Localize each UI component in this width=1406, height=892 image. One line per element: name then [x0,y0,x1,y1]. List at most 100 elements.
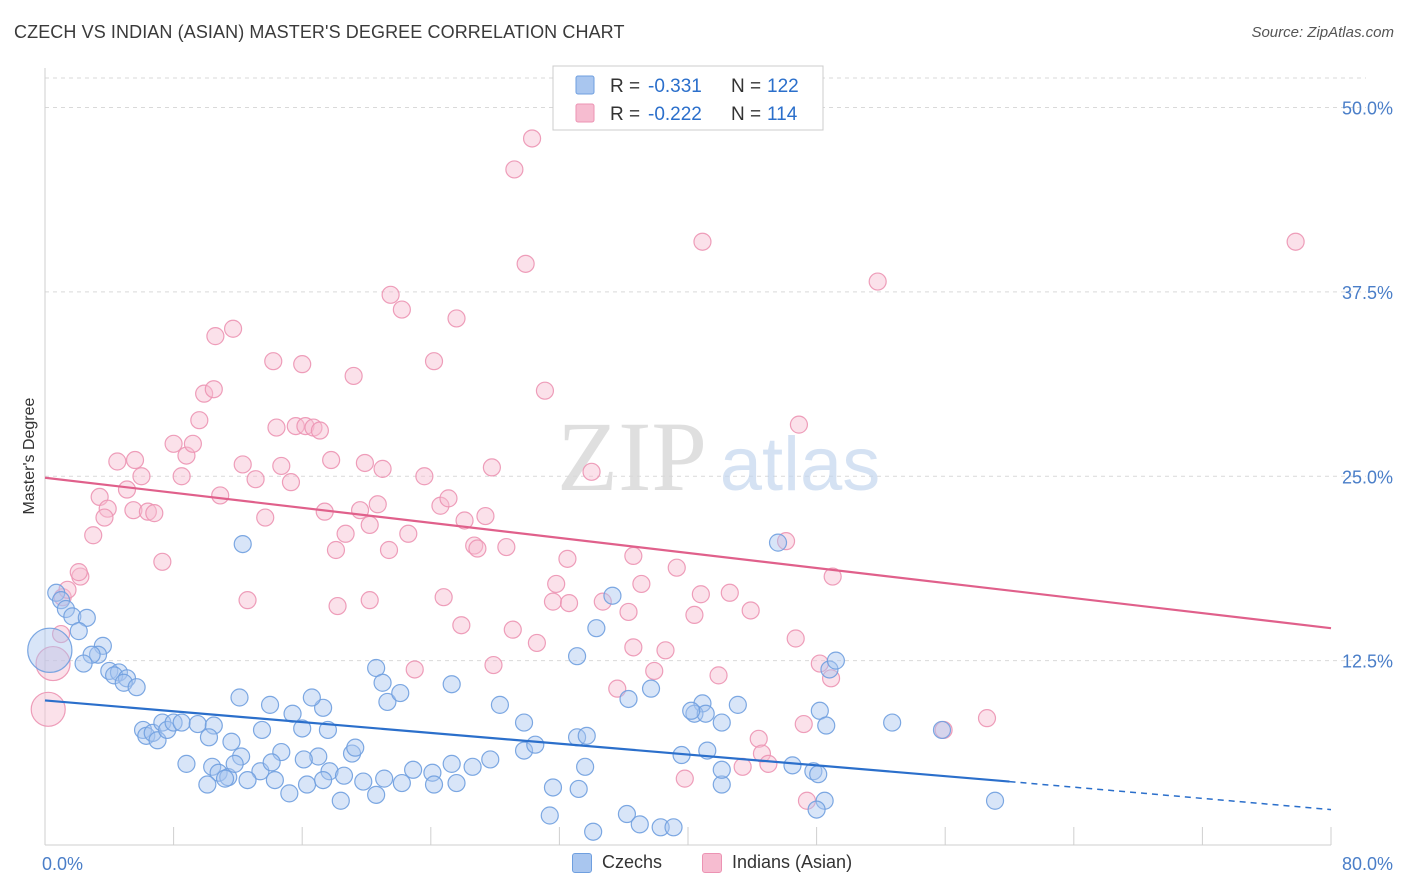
czech-point [392,773,411,793]
czech-point [222,732,241,751]
czechs-label: Czechs [602,852,663,872]
indian-point [223,319,243,338]
czech-point [424,775,444,794]
czech-point [302,688,321,707]
czech-point [375,769,394,788]
czech-trend-line [44,699,1010,783]
czech-point [232,747,251,766]
czech-point [576,757,595,776]
indian-point [447,309,466,328]
indian-point [267,418,286,437]
y-tick-label: 50.0% [1342,99,1393,119]
czech-point [238,770,257,790]
czech-trend-extension [1009,780,1332,811]
indian-point [195,384,214,403]
indian-point [1286,232,1305,251]
czech-point [56,599,75,619]
czech-point [442,675,461,694]
indian-point [206,327,225,346]
indian-point [733,757,752,776]
czechs-swatch [572,852,592,873]
czech-point [630,815,649,834]
indian-point [138,502,157,521]
indian-point [108,452,127,471]
legend-r-value-1: -0.331 [648,76,702,97]
y-tick-label: 37.5% [1342,283,1393,303]
indian-point [624,546,643,566]
indian-point [693,232,712,251]
indian-point [535,381,555,400]
czech-point [262,753,281,772]
indian-point [720,583,739,602]
indian-point [645,661,664,681]
legend-n-value-2: 114 [767,104,798,125]
indian-point [360,591,379,610]
czech-point [932,720,952,740]
indian-point [468,539,487,558]
indian-point [415,467,434,486]
indian-point [281,473,301,492]
indian-point [789,415,809,434]
indian-point [405,660,424,679]
indian-point [624,638,643,657]
legend-item-czechs: Czechs [572,852,662,873]
indian-point [558,549,577,568]
indian-point [559,593,579,613]
indian-point [322,450,341,470]
czech-point [297,775,317,794]
czech-point [442,754,461,773]
czech-point [294,750,313,769]
indian-point [482,458,501,477]
czech-point [391,683,410,703]
indian-point [256,508,275,527]
watermark: ZIP atlas [557,401,880,512]
legend-n-value-1: 122 [767,76,799,97]
indian-point [233,455,252,474]
indian-point [439,489,458,508]
czech-point [309,747,328,766]
chart-title: CZECH VS INDIAN (ASIAN) MASTER'S DEGREE … [14,22,625,42]
czech-point [280,784,299,803]
indian-point [344,366,363,386]
legend-r-label-2: R = [610,104,640,125]
indian-trend-line [44,476,1332,630]
indian-point [399,524,418,543]
indian-point [355,453,374,473]
indian-point [497,537,516,557]
indian-point [117,480,137,499]
czech-point [543,778,563,797]
indian-point [709,666,728,685]
indian-point [465,536,484,555]
czech-point [172,713,191,732]
indian-point [286,417,305,436]
indian-point [211,486,230,505]
indian-point [619,602,638,622]
czech-point [526,735,545,754]
czech-point [817,716,836,735]
czech-point [651,818,670,837]
indian-point [868,272,887,291]
indian-point [84,526,103,545]
czech-point [331,791,350,810]
czech-point [51,591,71,610]
czech-point [188,714,207,734]
czech-point [293,719,312,738]
indian-point [164,434,183,453]
x-tick-label-min: 0.0% [42,854,83,874]
indian-point [452,616,471,635]
czech-point [158,720,177,740]
czech-point [265,770,284,790]
indian-point [392,300,411,319]
indian-point [593,592,612,611]
czech-point [198,775,217,794]
indian-point [823,567,842,586]
czech-point [682,701,701,720]
czech-point [252,720,272,740]
y-tick-label: 12.5% [1342,652,1393,672]
indian-point [58,580,77,599]
czech-point [177,754,196,773]
indian-point [204,380,223,399]
czech-point [712,760,731,779]
indian-point [516,254,535,273]
